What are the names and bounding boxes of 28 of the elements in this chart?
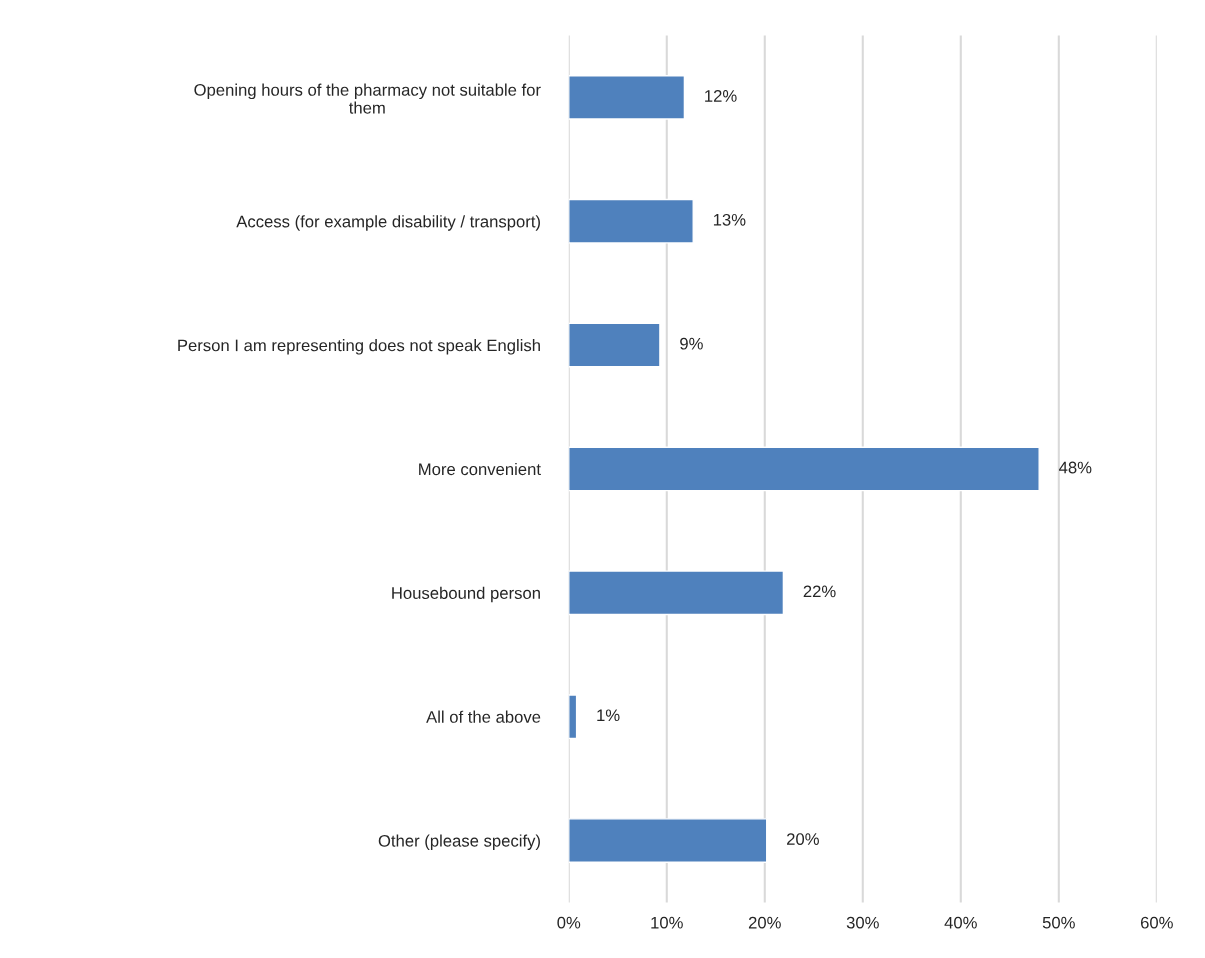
x-tick-label: 10% [651, 916, 683, 929]
bar [568, 75, 686, 120]
data-label: 9% [680, 337, 703, 350]
data-label: 20% [787, 833, 819, 845]
x-tick-label: 0% [557, 916, 581, 929]
x-tick-label: 60% [1140, 916, 1173, 929]
data-label: 13% [713, 213, 746, 226]
bar [568, 198, 694, 244]
x-tick-label: 40% [944, 916, 977, 929]
y-tick-label: Housebound person [392, 586, 540, 603]
data-label: 22% [803, 585, 836, 598]
data-label: 48% [1059, 461, 1092, 474]
bar [568, 818, 768, 863]
data-label: 1% [597, 709, 620, 722]
y-tick-label: Opening hours of the pharmacy not suitable for them [194, 83, 541, 114]
data-label: 12% [705, 90, 737, 102]
bar [568, 570, 785, 616]
y-tick-label: More convenient [419, 462, 541, 476]
x-tick-label: 50% [1042, 916, 1075, 929]
bar [568, 446, 1040, 492]
bar [568, 694, 578, 740]
y-tick-label: Person I am representing does not speak English [178, 339, 540, 355]
x-tick-label: 20% [748, 916, 781, 929]
x-tick-label: 30% [846, 916, 879, 929]
y-tick-label: Other (please specify) [378, 834, 540, 851]
y-tick-label: All of the above [426, 710, 541, 723]
bar [568, 322, 661, 368]
y-tick-label: Access (for example disability / transport) [236, 215, 540, 231]
